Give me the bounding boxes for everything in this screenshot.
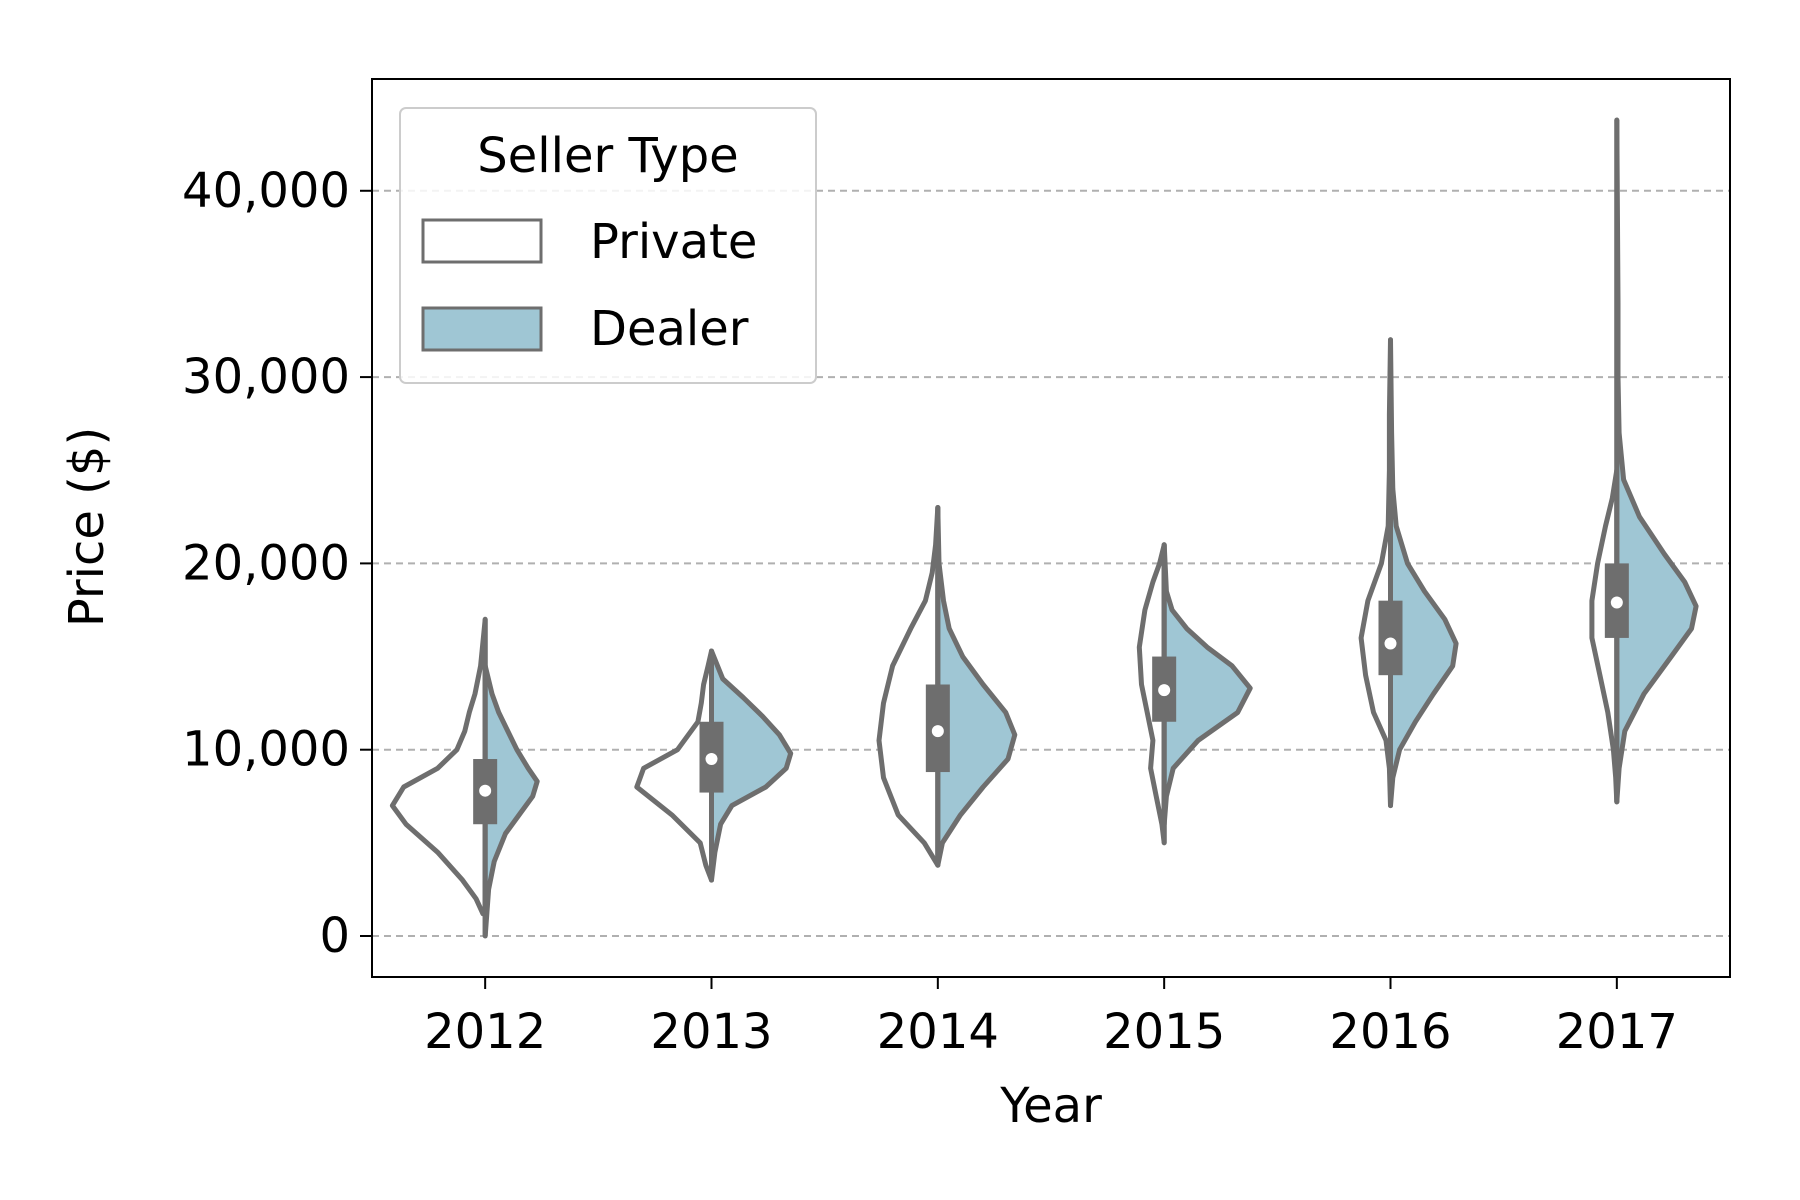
violin-dealer-2017 bbox=[1614, 117, 1699, 805]
x-axis-label: Year bbox=[999, 1078, 1102, 1134]
legend-title: Seller Type bbox=[477, 128, 738, 184]
y-tick-label: 0 bbox=[319, 908, 350, 964]
median-dot-2014 bbox=[931, 725, 944, 738]
legend-swatch-dealer bbox=[421, 306, 543, 352]
x-tick-label: 2016 bbox=[1329, 1004, 1451, 1060]
violin-private-2013 bbox=[634, 648, 714, 883]
legend-label-dealer: Dealer bbox=[590, 301, 749, 357]
violin-private-2012 bbox=[389, 616, 488, 917]
violin-dealer-2015 bbox=[1161, 542, 1253, 827]
y-tick-label: 10,000 bbox=[182, 722, 350, 778]
y-tick-label: 20,000 bbox=[182, 535, 350, 591]
violin-dealer-2016 bbox=[1388, 337, 1459, 809]
y-tick-label: 30,000 bbox=[182, 349, 350, 405]
legend: Seller Type Private Dealer bbox=[399, 107, 817, 384]
median-dot-2012 bbox=[479, 784, 492, 797]
x-tick-label: 2012 bbox=[424, 1004, 546, 1060]
legend-swatch-private bbox=[421, 218, 543, 264]
gridlines bbox=[372, 189, 1730, 938]
x-tick-label: 2013 bbox=[650, 1004, 772, 1060]
median-dot-2017 bbox=[1610, 596, 1623, 609]
median-dot-2013 bbox=[705, 753, 718, 766]
plot-frame bbox=[371, 78, 1731, 978]
y-axis: 0 10,000 20,000 30,000 40,000 bbox=[182, 163, 372, 964]
x-tick-label: 2017 bbox=[1556, 1004, 1678, 1060]
x-tick-label: 2015 bbox=[1103, 1004, 1225, 1060]
x-tick-label: 2014 bbox=[877, 1004, 999, 1060]
violin-dealer-2012 bbox=[482, 663, 540, 939]
legend-label-private: Private bbox=[590, 214, 757, 270]
y-tick-label: 40,000 bbox=[182, 163, 350, 219]
median-dot-2015 bbox=[1158, 684, 1171, 697]
median-dot-2016 bbox=[1384, 637, 1397, 650]
violin-private-2016 bbox=[1358, 337, 1393, 809]
y-axis-label: Price ($) bbox=[59, 427, 115, 627]
x-axis: 2012 2013 2014 2015 2016 2017 bbox=[424, 977, 1678, 1060]
violin-dealer-2013 bbox=[709, 648, 794, 883]
boxes bbox=[473, 119, 1629, 937]
